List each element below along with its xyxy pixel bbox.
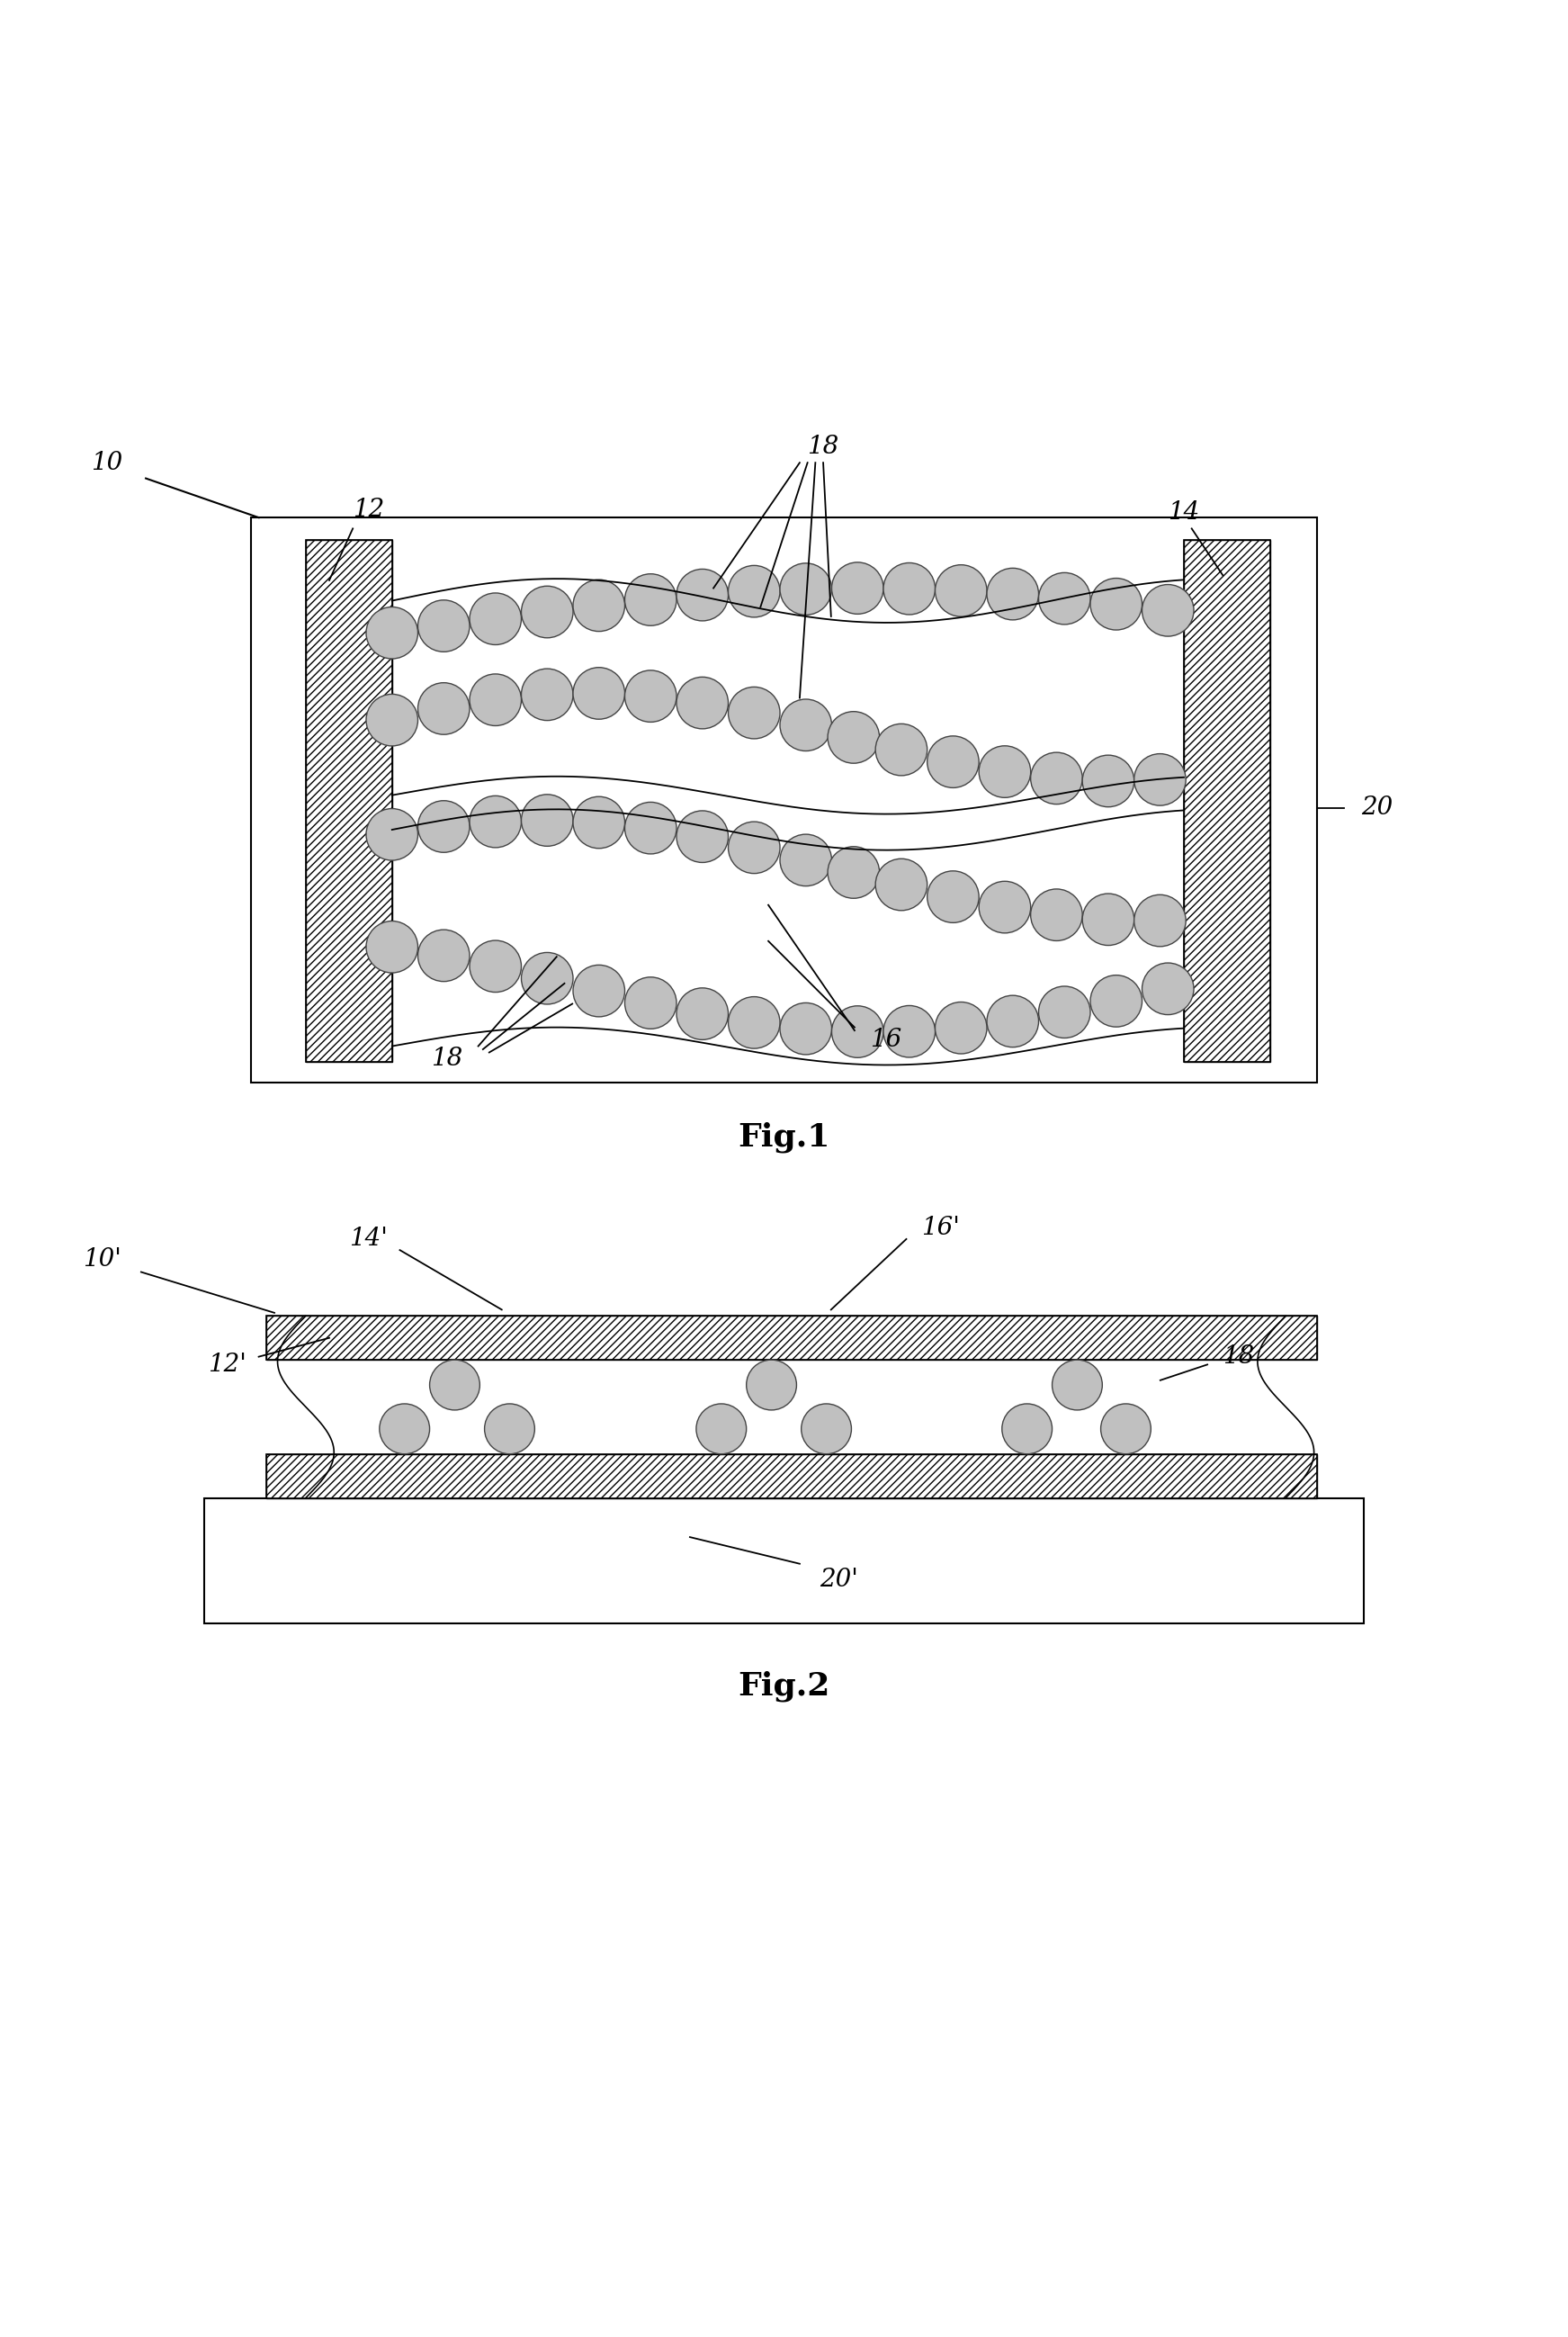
Circle shape <box>927 872 978 923</box>
Circle shape <box>521 953 572 1005</box>
Circle shape <box>696 1405 746 1454</box>
Circle shape <box>801 1405 851 1454</box>
Bar <box>251 516 1317 1082</box>
Circle shape <box>365 608 417 659</box>
Text: 12': 12' <box>209 1353 246 1376</box>
Circle shape <box>1082 893 1134 946</box>
Circle shape <box>676 989 728 1040</box>
Bar <box>1184 540 1270 1061</box>
Circle shape <box>572 668 624 720</box>
Circle shape <box>379 1405 430 1454</box>
Text: Fig.1: Fig.1 <box>739 1122 829 1152</box>
Circle shape <box>746 1360 797 1409</box>
Circle shape <box>521 795 572 846</box>
Circle shape <box>624 802 676 853</box>
Circle shape <box>828 846 880 897</box>
Circle shape <box>572 580 624 631</box>
Circle shape <box>365 921 417 972</box>
Circle shape <box>875 724 927 776</box>
Circle shape <box>1030 888 1082 942</box>
Circle shape <box>1142 963 1193 1014</box>
Circle shape <box>676 678 728 729</box>
Circle shape <box>1134 895 1185 946</box>
Circle shape <box>935 1003 986 1054</box>
Text: 14': 14' <box>350 1227 387 1250</box>
Circle shape <box>883 563 935 615</box>
Bar <box>1184 540 1270 1061</box>
Circle shape <box>417 802 469 853</box>
Bar <box>306 540 392 1061</box>
Circle shape <box>676 570 728 622</box>
Circle shape <box>986 996 1038 1047</box>
Bar <box>267 1316 1317 1360</box>
Circle shape <box>1038 986 1090 1038</box>
Circle shape <box>1082 755 1134 806</box>
Circle shape <box>1134 755 1185 806</box>
Circle shape <box>831 1005 883 1059</box>
Text: 10': 10' <box>83 1248 121 1271</box>
Text: 16: 16 <box>870 1028 902 1052</box>
Text: Fig.2: Fig.2 <box>739 1671 829 1701</box>
Circle shape <box>417 601 469 652</box>
Text: 16': 16' <box>922 1215 960 1241</box>
Text: 18: 18 <box>808 435 839 458</box>
Circle shape <box>417 682 469 734</box>
Circle shape <box>572 965 624 1017</box>
Circle shape <box>779 699 831 750</box>
Circle shape <box>469 797 521 848</box>
Text: 18: 18 <box>1223 1344 1254 1369</box>
Text: 14: 14 <box>1168 500 1200 526</box>
Circle shape <box>521 587 572 638</box>
Circle shape <box>430 1360 480 1409</box>
Circle shape <box>1090 577 1142 631</box>
Circle shape <box>469 939 521 993</box>
Circle shape <box>828 710 880 764</box>
Text: 10: 10 <box>91 451 122 474</box>
Circle shape <box>624 575 676 626</box>
Bar <box>267 1454 1317 1498</box>
Circle shape <box>572 797 624 848</box>
Bar <box>306 540 392 1061</box>
Circle shape <box>779 834 831 886</box>
Circle shape <box>676 811 728 862</box>
Circle shape <box>469 673 521 727</box>
Circle shape <box>1038 573 1090 624</box>
Circle shape <box>1002 1405 1052 1454</box>
Text: 20: 20 <box>1361 795 1392 820</box>
Circle shape <box>831 563 883 615</box>
Circle shape <box>365 809 417 860</box>
Circle shape <box>883 1005 935 1056</box>
Circle shape <box>779 1003 831 1054</box>
Circle shape <box>935 566 986 617</box>
Circle shape <box>485 1405 535 1454</box>
Text: 18: 18 <box>431 1047 463 1070</box>
Text: 20': 20' <box>820 1568 858 1591</box>
Bar <box>267 1316 1317 1360</box>
Circle shape <box>521 668 572 720</box>
Circle shape <box>365 694 417 746</box>
Circle shape <box>728 566 779 617</box>
Circle shape <box>1142 584 1193 636</box>
Text: 12: 12 <box>353 498 384 521</box>
Circle shape <box>978 746 1030 797</box>
Circle shape <box>779 563 831 615</box>
Circle shape <box>728 996 779 1049</box>
Circle shape <box>986 568 1038 619</box>
Circle shape <box>1030 753 1082 804</box>
Circle shape <box>1090 975 1142 1026</box>
Circle shape <box>728 687 779 738</box>
Circle shape <box>875 858 927 911</box>
Circle shape <box>1052 1360 1102 1409</box>
Circle shape <box>1101 1405 1151 1454</box>
Circle shape <box>728 823 779 874</box>
Circle shape <box>978 881 1030 932</box>
Circle shape <box>469 594 521 645</box>
Circle shape <box>927 736 978 788</box>
Bar <box>204 1498 1364 1624</box>
Bar <box>267 1454 1317 1498</box>
Circle shape <box>417 930 469 982</box>
Circle shape <box>624 977 676 1028</box>
Circle shape <box>624 671 676 722</box>
